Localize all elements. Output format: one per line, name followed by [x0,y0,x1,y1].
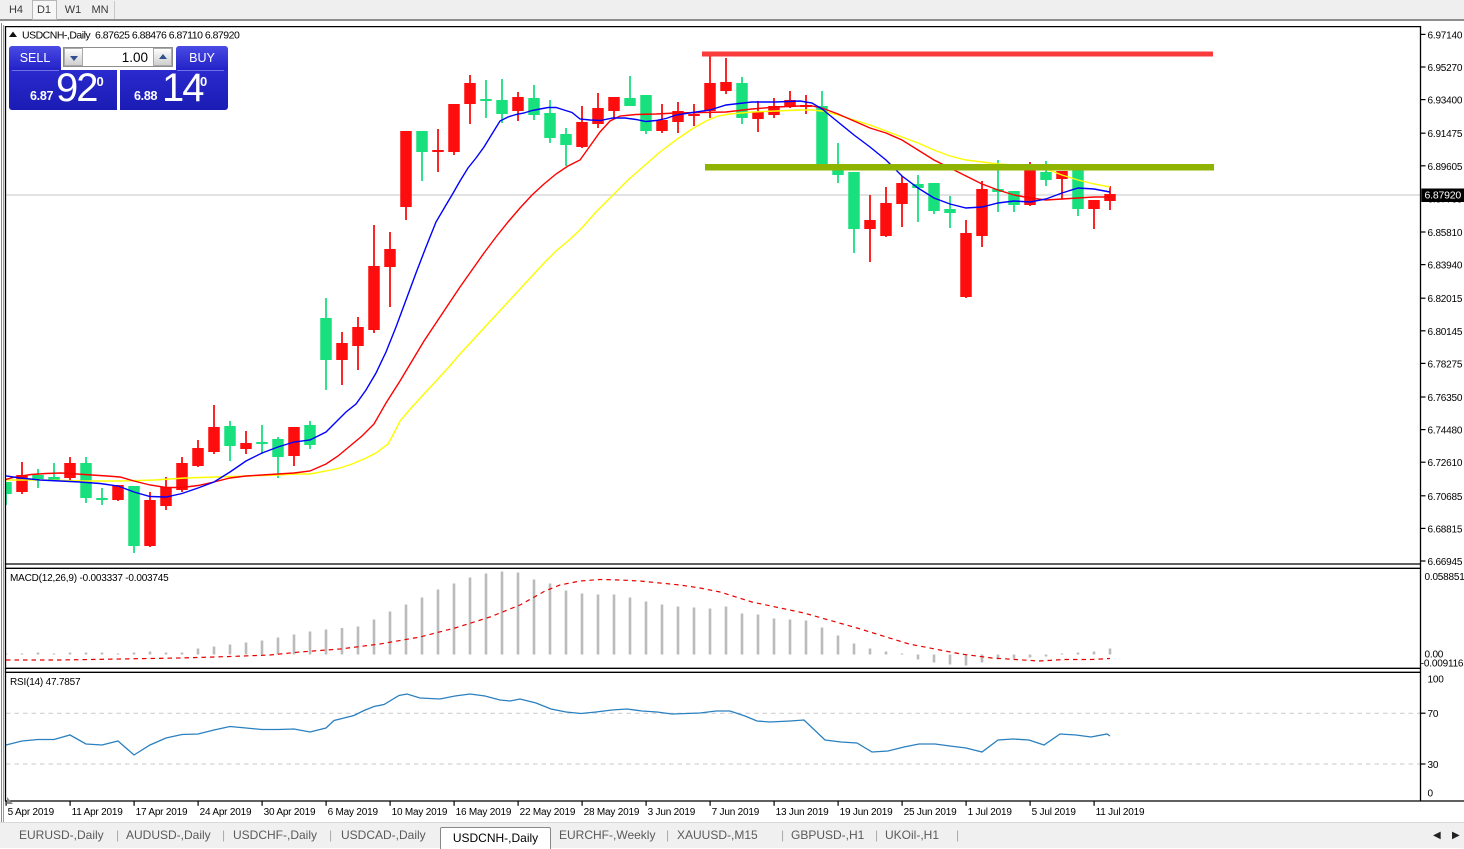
svg-text:RSI(14) 47.7857: RSI(14) 47.7857 [10,677,81,688]
svg-text:6.95270: 6.95270 [1428,63,1463,74]
svg-text:3 Jun 2019: 3 Jun 2019 [648,807,696,818]
svg-text:30 Apr 2019: 30 Apr 2019 [264,807,316,818]
svg-text:30: 30 [1428,760,1439,771]
svg-text:6.91475: 6.91475 [1428,129,1463,140]
svg-text:0: 0 [1428,789,1434,800]
svg-text:6.97140: 6.97140 [1428,30,1463,41]
svg-text:70: 70 [1428,709,1439,720]
svg-text:6.93400: 6.93400 [1428,96,1463,107]
svg-text:22 May 2019: 22 May 2019 [520,807,576,818]
svg-text:6.87920: 6.87920 [1425,190,1462,202]
svg-text:6.83940: 6.83940 [1428,261,1463,272]
svg-text:6.66945: 6.66945 [1428,557,1463,568]
svg-text:6.76350: 6.76350 [1428,393,1463,404]
svg-text:28 May 2019: 28 May 2019 [584,807,640,818]
svg-text:5 Apr 2019: 5 Apr 2019 [8,807,55,818]
svg-text:13 Jun 2019: 13 Jun 2019 [776,807,829,818]
svg-text:6.82015: 6.82015 [1428,294,1463,305]
svg-text:7 Jun 2019: 7 Jun 2019 [712,807,760,818]
svg-text:6.89605: 6.89605 [1428,162,1463,173]
svg-text:USDCNH-,Daily 6.87625 6.88476: USDCNH-,Daily 6.87625 6.88476 6.87110 6.… [22,30,240,42]
svg-text:6.72610: 6.72610 [1428,458,1463,469]
svg-text:25 Jun 2019: 25 Jun 2019 [904,807,957,818]
svg-text:6.68815: 6.68815 [1428,524,1463,535]
svg-text:11 Jul 2019: 11 Jul 2019 [1096,807,1145,818]
svg-text:19 Jun 2019: 19 Jun 2019 [840,807,893,818]
svg-text:6.70685: 6.70685 [1428,492,1463,503]
svg-text:6.74480: 6.74480 [1428,426,1463,437]
svg-text:6.85810: 6.85810 [1428,228,1463,239]
svg-text:0.058851: 0.058851 [1425,572,1464,583]
svg-text:5 Jul 2019: 5 Jul 2019 [1032,807,1077,818]
svg-text:100: 100 [1428,675,1445,686]
svg-text:10 May 2019: 10 May 2019 [392,807,448,818]
svg-text:17 Apr 2019: 17 Apr 2019 [136,807,188,818]
svg-text:24 Apr 2019: 24 Apr 2019 [200,807,252,818]
svg-text:16 May 2019: 16 May 2019 [456,807,512,818]
svg-text:1 Jul 2019: 1 Jul 2019 [968,807,1013,818]
svg-text:-0.009116: -0.009116 [1421,659,1464,670]
svg-text:11 Apr 2019: 11 Apr 2019 [72,807,124,818]
svg-text:MACD(12,26,9) -0.003337 -0.003: MACD(12,26,9) -0.003337 -0.003745 [10,573,169,584]
svg-text:6 May 2019: 6 May 2019 [328,807,379,818]
svg-text:6.78275: 6.78275 [1428,359,1463,370]
svg-text:6.80145: 6.80145 [1428,327,1463,338]
